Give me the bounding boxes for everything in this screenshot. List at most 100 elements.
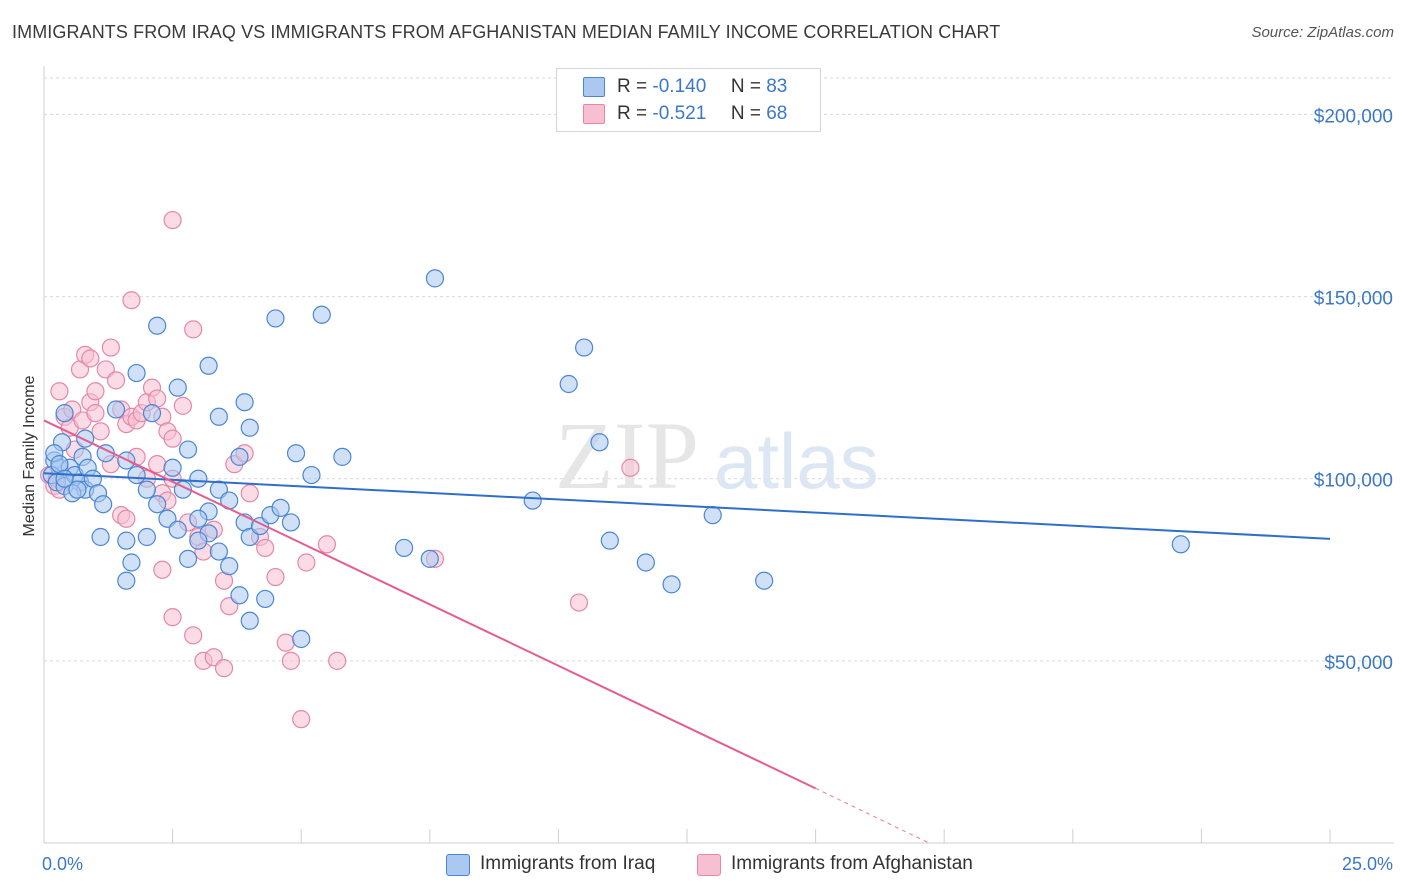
axes: [43, 66, 1394, 844]
watermark-atlas: atlas: [714, 417, 879, 505]
iraq-point: [240, 611, 259, 630]
iraq-point: [168, 378, 187, 397]
afghanistan-trend-extension: [815, 787, 930, 844]
afghanistan-point: [173, 396, 192, 415]
iraq-point: [302, 465, 321, 485]
legend-afgh-r-value: -0.521: [652, 103, 707, 124]
iraq-point: [209, 542, 228, 561]
iraq-point: [137, 480, 156, 499]
series-swatch-iraq: [446, 854, 470, 876]
iraq-point: [755, 571, 774, 590]
afghanistan-point: [86, 382, 105, 401]
iraq-point: [91, 527, 110, 547]
iraq-trend-line: [43, 472, 1331, 540]
series-label-iraq: Immigrants from Iraq: [480, 853, 656, 874]
legend-afgh-r-label: R =: [617, 103, 648, 124]
iraq-point: [68, 480, 87, 499]
iraq-point: [286, 444, 306, 463]
iraq-point: [240, 418, 259, 437]
afghanistan-point: [266, 567, 285, 587]
iraq-point: [703, 506, 722, 525]
legend-afgh-n-label: N =: [730, 103, 761, 124]
gridlines: [44, 77, 1394, 662]
iraq-point: [122, 553, 141, 572]
watermark-zip: ZIP: [555, 402, 699, 509]
afghanistan-point: [101, 338, 120, 357]
x-tick-label-min: 0.0%: [42, 854, 83, 874]
iraq-point: [333, 447, 352, 466]
afghanistan-point: [328, 651, 347, 670]
iraq-point: [189, 531, 208, 550]
afghanistan-point: [163, 429, 182, 448]
legend-iraq-n-label: N =: [730, 76, 761, 97]
iraq-point: [76, 429, 95, 448]
afghanistan-point: [184, 320, 203, 339]
iraq-point: [425, 269, 445, 288]
afghanistan-point: [91, 422, 110, 441]
afghanistan-point: [153, 560, 172, 579]
iraq-point: [662, 575, 681, 594]
trend-lines: [43, 419, 1331, 844]
iraq-point: [117, 531, 136, 550]
iraq-point: [256, 589, 275, 609]
legend-afgh-n-value: 68: [766, 103, 788, 124]
x-tick-label-max: 25.0%: [1342, 854, 1393, 874]
legend-iraq-r-label: R =: [617, 76, 648, 97]
chart-title: IMMIGRANTS FROM IRAQ VS IMMIGRANTS FROM …: [12, 22, 1001, 42]
afghanistan-point: [50, 382, 69, 401]
iraq-point: [178, 440, 198, 459]
afghanistan-point: [81, 349, 100, 368]
watermark: ZIP atlas: [555, 402, 879, 509]
y-tick-label: $50,000: [1324, 653, 1393, 674]
afghanistan-point: [569, 593, 589, 612]
iraq-point: [94, 495, 113, 514]
iraq-point: [189, 469, 208, 488]
y-tick-label: $100,000: [1314, 471, 1393, 492]
iraq-point: [394, 538, 414, 558]
iraq-point: [220, 557, 239, 576]
correlation-legend: R = -0.140 N = 83 R = -0.521 N = 68: [556, 68, 821, 132]
series-swatch-afghanistan: [697, 854, 721, 876]
iraq-point: [523, 491, 542, 510]
iraq-point: [117, 571, 136, 590]
iraq-points: [42, 269, 1190, 649]
series-legend: Immigrants from Iraq Immigrants from Afg…: [0, 852, 1406, 878]
iraq-point: [137, 527, 156, 547]
iraq-point: [266, 309, 285, 328]
iraq-point: [209, 407, 228, 426]
iraq-point: [292, 629, 311, 649]
afghanistan-point: [117, 509, 136, 528]
afghanistan-point: [317, 535, 337, 554]
afghanistan-point: [163, 608, 182, 627]
iraq-point: [178, 549, 198, 568]
iraq-point: [235, 393, 254, 412]
afghanistan-point: [214, 659, 234, 678]
x-tick-labels: 0.0% 25.0%: [42, 854, 1393, 874]
iraq-point: [420, 549, 439, 568]
iraq-point: [106, 400, 126, 419]
iraq-point: [199, 356, 218, 375]
iraq-point: [148, 316, 167, 335]
afghanistan-point: [122, 291, 141, 310]
iraq-point: [312, 305, 331, 324]
iraq-point: [168, 520, 187, 539]
afghanistan-point: [86, 404, 105, 423]
iraq-point: [600, 531, 619, 550]
legend-swatch-afghanistan: [583, 104, 605, 124]
source-label: Source: ZipAtlas.com: [1251, 24, 1394, 41]
iraq-point: [590, 433, 609, 452]
iraq-point: [575, 338, 594, 357]
iraq-point: [1171, 535, 1190, 554]
afghanistan-point: [281, 651, 301, 670]
afghanistan-point: [163, 210, 182, 230]
afghanistan-point: [148, 455, 167, 474]
afghanistan-point: [297, 553, 316, 572]
iraq-point: [271, 498, 290, 517]
y-tick-label: $150,000: [1314, 289, 1393, 310]
afghanistan-point: [621, 458, 640, 477]
legend-swatch-iraq: [583, 77, 605, 97]
afghanistan-trend-line: [43, 419, 817, 790]
iraq-point: [636, 553, 655, 572]
iraq-point: [148, 495, 167, 514]
afghanistan-point: [292, 710, 311, 729]
